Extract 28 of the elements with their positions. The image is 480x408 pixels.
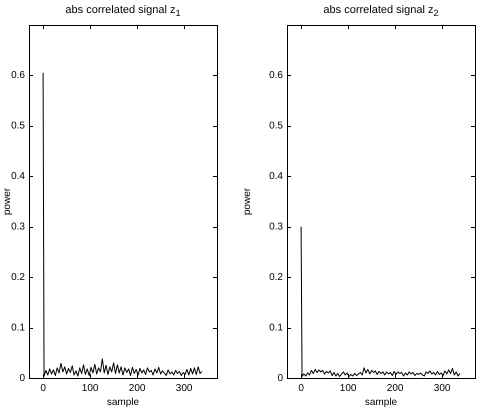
x-tick-label: 0 (298, 382, 304, 394)
y-tick-label: 0.3 (11, 221, 26, 232)
x-tick-label: 200 (128, 382, 146, 394)
y-tick-label: 0.2 (269, 272, 284, 283)
x-tick-label: 0 (40, 382, 46, 394)
x-tick-label: 200 (386, 382, 404, 394)
y-tick-label: 0.1 (11, 322, 26, 334)
y-tick-label: 0.4 (11, 171, 26, 182)
x-tick-label: 100 (82, 382, 99, 394)
y-tick-label: 0.6 (11, 70, 26, 82)
y-tick-label: 0.2 (11, 272, 26, 283)
x-tick-label: 300 (176, 382, 193, 394)
y-tick-label: 0.1 (269, 322, 284, 334)
x-tick-label: 100 (340, 382, 357, 394)
y-tick-label: 0.3 (269, 221, 284, 232)
x-axis-title: sample (364, 396, 398, 408)
x-axis-title: sample (106, 396, 140, 408)
y-tick-label: 0.5 (11, 120, 26, 132)
chart-title: abs correlated signal z$_{2}$ (322, 4, 440, 20)
y-axis-title: power (242, 187, 253, 216)
chart-title: abs correlated signal z$_{1}$ (64, 4, 182, 20)
y-tick-label: 0.5 (269, 120, 284, 132)
y-tick-label: 0 (277, 372, 284, 384)
y-tick-label: 0.4 (269, 171, 284, 182)
y-axis-title: power (2, 187, 13, 216)
x-tick-label: 300 (434, 382, 451, 394)
y-tick-label: 0 (19, 372, 26, 384)
y-tick-label: 0.6 (269, 70, 284, 82)
